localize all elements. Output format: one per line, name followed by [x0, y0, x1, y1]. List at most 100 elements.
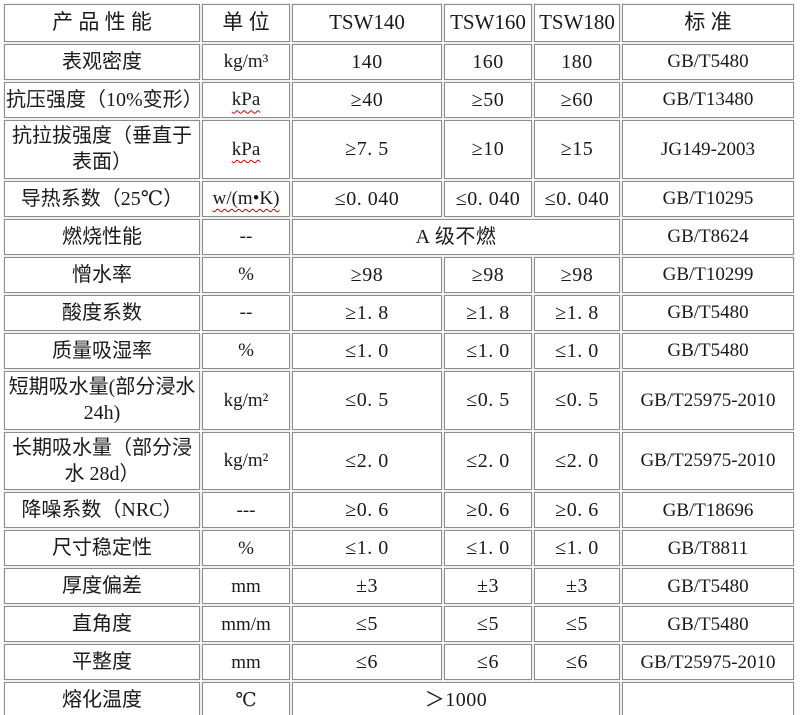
unit-text-spellcheck-underline: w/(m•K) [212, 188, 280, 210]
property-cell: 短期吸水量(部分浸水 24h) [4, 370, 200, 430]
value-cell: ≥7. 5 [292, 120, 442, 179]
value-cell: ≤1. 0 [292, 332, 442, 369]
value-cell: ≤1. 0 [292, 530, 442, 567]
standard-cell: GB/T8811 [622, 530, 794, 567]
value-cell: ≥0. 6 [292, 492, 442, 529]
unit-text: ℃ [235, 689, 257, 711]
unit-text: % [238, 537, 254, 559]
standard-cell: GB/T5480 [622, 568, 794, 605]
unit-cell: --- [202, 492, 290, 529]
table-row: 降噪系数（NRC） --- ≥0. 6 ≥0. 6 ≥0. 6 GB/T18696 [4, 492, 794, 529]
property-cell: 抗拉拔强度（垂直于表面） [4, 120, 200, 179]
property-cell: 直角度 [4, 606, 200, 643]
value-cell: 140 [292, 44, 442, 80]
table-row: 长期吸水量（部分浸水 28d） kg/m² ≤2. 0 ≤2. 0 ≤2. 0 GB/T2… [4, 431, 794, 491]
value-cell: ≥10 [444, 120, 532, 179]
value-cell: ≤0. 040 [534, 180, 620, 217]
unit-cell: kPa [202, 82, 290, 118]
value-cell: ≥98 [292, 256, 442, 293]
standard-cell: GB/T5480 [622, 332, 794, 369]
table-row: 抗压强度（10%变形） kPa ≥40 ≥50 ≥60 GB/T13480 [4, 82, 794, 118]
property-cell: 燃烧性能 [4, 218, 200, 255]
property-cell: 降噪系数（NRC） [4, 492, 200, 529]
unit-cell: kg/m² [202, 370, 290, 430]
value-cell: ≤0. 040 [444, 180, 532, 217]
table-header-row: 产 品 性 能单 位 TSW140 TSW160 TSW180 标 准 [4, 4, 794, 42]
value-cell: ±3 [444, 568, 532, 605]
unit-cell: -- [202, 294, 290, 331]
value-cell: ≥50 [444, 82, 532, 118]
unit-text: -- [239, 302, 253, 324]
value-cell: ≥1. 8 [534, 294, 620, 331]
column-header: TSW140 [292, 4, 442, 42]
value-cell: ≥98 [444, 256, 532, 293]
value-cell: ≤6 [534, 644, 620, 681]
property-cell: 熔化温度 [4, 682, 200, 715]
unit-text: kg/m³ [223, 51, 269, 73]
table-row: 质量吸湿率% ≤1. 0 ≤1. 0 ≤1. 0 GB/T5480 [4, 332, 794, 369]
value-cell: ≥1. 8 [292, 294, 442, 331]
table-row: 熔化温度 ℃ ＞1000 [4, 682, 794, 715]
unit-cell: ℃ [202, 682, 290, 715]
merged-value-cell: A 级不燃 [292, 218, 620, 255]
table-row: 直角度 mm/m ≤5 ≤5 ≤5 GB/T5480 [4, 606, 794, 643]
value-cell: ≤6 [444, 644, 532, 681]
unit-text: -- [239, 226, 253, 248]
unit-text: mm/m [221, 613, 271, 635]
column-header: 单 位 [202, 4, 290, 42]
column-header: TSW160 [444, 4, 532, 42]
table-row: 尺寸稳定性% ≤1. 0 ≤1. 0 ≤1. 0 GB/T8811 [4, 530, 794, 567]
unit-cell: -- [202, 218, 290, 255]
property-cell: 长期吸水量（部分浸水 28d） [4, 431, 200, 491]
standard-cell: GB/T5480 [622, 606, 794, 643]
value-cell: ±3 [534, 568, 620, 605]
property-cell: 酸度系数 [4, 294, 200, 331]
unit-text-spellcheck-underline: kPa [231, 138, 261, 160]
standard-cell: GB/T5480 [622, 294, 794, 331]
unit-cell: % [202, 332, 290, 369]
table-row: 导热系数（25℃） w/(m•K) ≤0. 040 ≤0. 040 ≤0. 040 GB/… [4, 180, 794, 217]
value-cell: ≥60 [534, 82, 620, 118]
value-cell: ±3 [292, 568, 442, 605]
value-cell: ≤0. 040 [292, 180, 442, 217]
table-row: 酸度系数 -- ≥1. 8 ≥1. 8 ≥1. 8 GB/T5480 [4, 294, 794, 331]
property-cell: 导热系数（25℃） [4, 180, 200, 217]
value-cell: ≤2. 0 [292, 431, 442, 491]
value-cell: ≥40 [292, 82, 442, 118]
property-cell: 尺寸稳定性 [4, 530, 200, 567]
table-row: 燃烧性能 -- A 级不燃 GB/T8624 [4, 218, 794, 255]
value-cell: 160 [444, 44, 532, 80]
value-cell: ≥98 [534, 256, 620, 293]
value-cell: ≤1. 0 [534, 530, 620, 567]
value-cell: ≤2. 0 [444, 431, 532, 491]
unit-text: % [238, 264, 254, 286]
unit-cell: kg/m² [202, 431, 290, 491]
standard-cell: GB/T10295 [622, 180, 794, 217]
unit-cell: mm [202, 568, 290, 605]
value-cell: ≤5 [444, 606, 532, 643]
property-cell: 抗压强度（10%变形） [4, 82, 200, 118]
column-header: 标 准 [622, 4, 794, 42]
standard-cell: GB/T25975-2010 [622, 644, 794, 681]
property-cell: 质量吸湿率 [4, 332, 200, 369]
table-row: 厚度偏差 mm ±3 ±3 ±3 GB/T5480 [4, 568, 794, 605]
table-row: 抗拉拔强度（垂直于表面） kPa ≥7. 5 ≥10 ≥15 JG149-2003 [4, 120, 794, 179]
property-cell: 厚度偏差 [4, 568, 200, 605]
value-cell: ≤1. 0 [444, 530, 532, 567]
merged-value-cell: ＞1000 [292, 682, 620, 715]
table-row: 短期吸水量(部分浸水 24h) kg/m² ≤0. 5 ≤0. 5 ≤0. 5 GB/T2… [4, 370, 794, 430]
value-cell: ≤6 [292, 644, 442, 681]
unit-cell: mm/m [202, 606, 290, 643]
property-cell: 憎水率 [4, 256, 200, 293]
property-cell: 平整度 [4, 644, 200, 681]
unit-cell: w/(m•K) [202, 180, 290, 217]
standard-cell: GB/T25975-2010 [622, 370, 794, 430]
unit-cell: mm [202, 644, 290, 681]
standard-cell: GB/T10299 [622, 256, 794, 293]
unit-text: kg/m² [223, 450, 269, 472]
value-cell: ≤0. 5 [534, 370, 620, 430]
unit-cell: % [202, 256, 290, 293]
table-row: 憎水率% ≥98 ≥98 ≥98 GB/T10299 [4, 256, 794, 293]
standard-cell [622, 682, 794, 715]
